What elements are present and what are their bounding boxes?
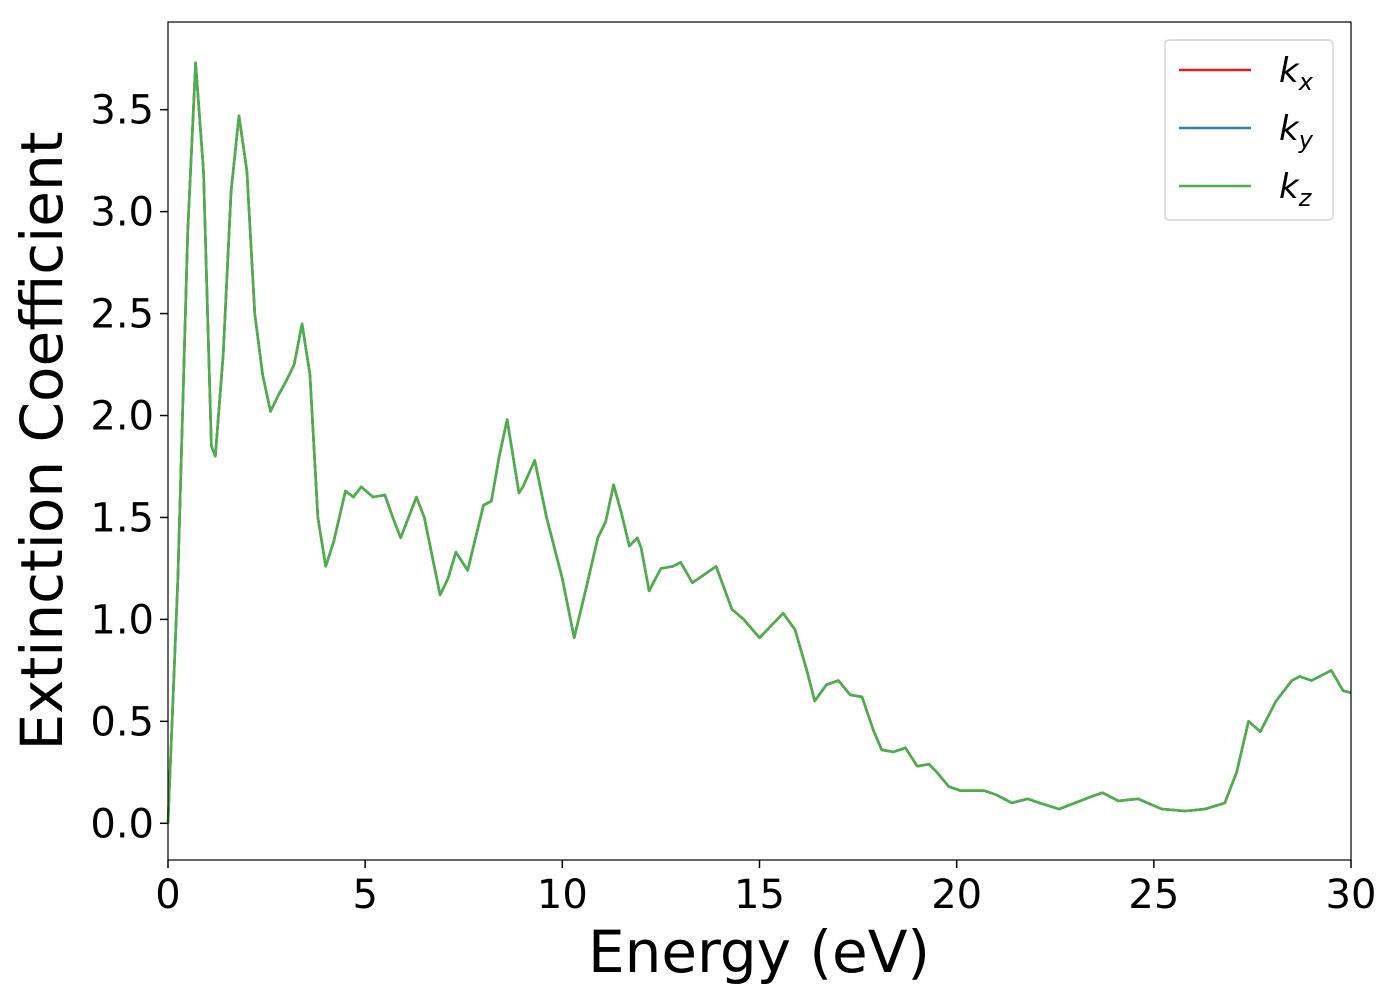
y-tick-label: 3.0 <box>90 190 154 236</box>
y-tick-label: 0.5 <box>90 699 154 745</box>
x-tick-label: 15 <box>734 872 785 918</box>
x-tick-label: 25 <box>1128 872 1179 918</box>
y-tick-label: 1.5 <box>90 495 154 541</box>
y-tick-label: 0.0 <box>90 801 154 847</box>
legend-box <box>1164 39 1334 221</box>
x-tick-label: 20 <box>931 872 982 918</box>
x-tick-label: 5 <box>352 872 377 918</box>
y-tick-label: 2.0 <box>90 394 154 440</box>
x-axis-label: Energy (eV) <box>588 918 930 986</box>
y-tick-label: 2.5 <box>90 292 154 338</box>
plot-frame <box>167 21 1352 861</box>
y-axis-label: Extinction Coefficient <box>8 132 76 751</box>
x-tick-label: 30 <box>1326 872 1377 918</box>
y-tick-label: 3.5 <box>90 88 154 134</box>
x-tick-label: 0 <box>155 872 180 918</box>
legend-label: kx <box>1279 51 1314 96</box>
y-tick-label: 1.0 <box>90 597 154 643</box>
legend-label: ky <box>1279 109 1314 154</box>
legend-label: kz <box>1279 167 1313 212</box>
data-line <box>166 61 1352 824</box>
x-tick-label: 10 <box>537 872 588 918</box>
